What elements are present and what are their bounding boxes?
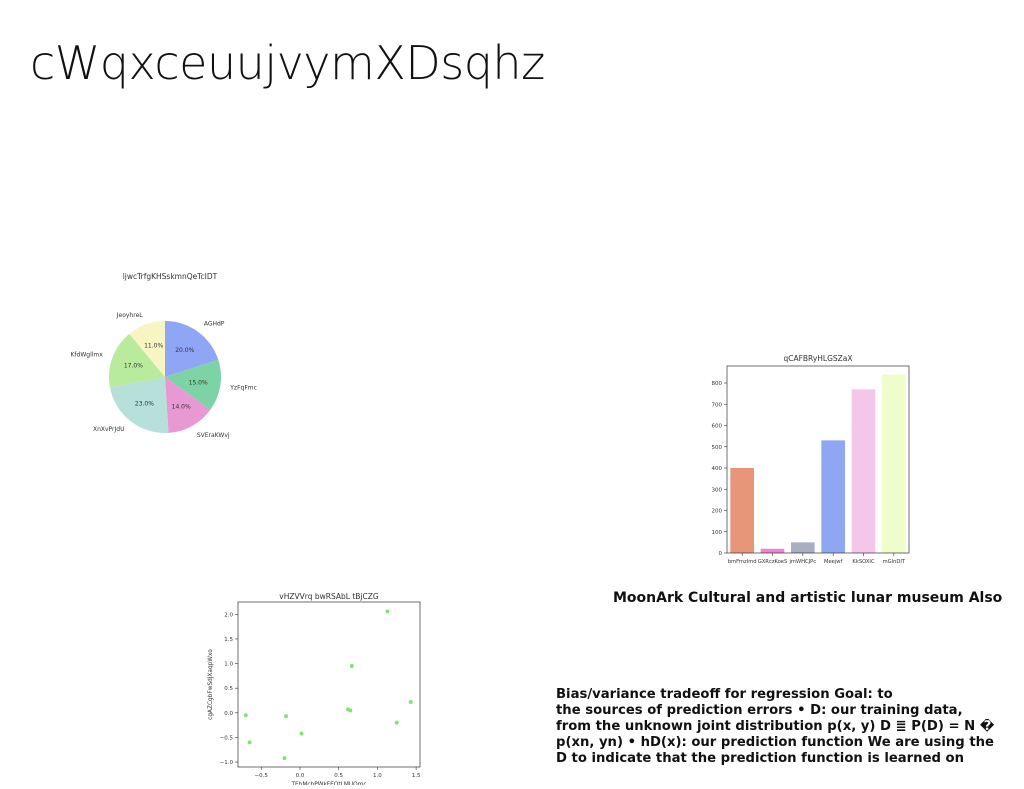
plot-frame — [726, 365, 910, 554]
pie-slice — [109, 333, 165, 388]
bar — [851, 389, 876, 553]
bar-chart-svg: qCAFBRyHLGSZaX 0 100 200 300 400 500 600 700 800 b… — [712, 354, 910, 565]
x-tick-label: −0.5 — [255, 773, 269, 779]
slide-caption: MoonArk Cultural and artistic lunar muse… — [613, 590, 1003, 606]
pie-slice — [165, 359, 221, 410]
scatter-point — [284, 714, 289, 719]
scatter-point — [243, 713, 248, 718]
pie-value-label: 15.0% — [189, 379, 208, 386]
chart-title: ljwcTrfgKHSskmnQeTcIDT — [123, 272, 218, 281]
x-tick-label: GXRczKoeS — [758, 559, 788, 565]
pie-value-label: 11.0% — [144, 342, 163, 349]
bar — [882, 374, 906, 553]
x-tick-label: mGlnDIT — [883, 559, 906, 565]
body-line: D to indicate that the prediction functi… — [556, 751, 964, 766]
x-tick-label: 1.0 — [373, 773, 382, 779]
plot-frame — [237, 601, 421, 768]
scatter-point — [282, 756, 287, 761]
body-text: Bias/variance tradeoff for regression Go… — [556, 687, 1022, 767]
y-axis-label: cgAZCgbFwSdjXaqpWxo — [208, 649, 214, 720]
x-tick-label: Meejwf — [824, 559, 843, 565]
y-tick-label: 2.0 — [224, 612, 233, 618]
pie-category-label: YzFqFmc — [229, 384, 257, 391]
y-tick-label: 200 — [712, 509, 723, 515]
scatter-point — [348, 708, 353, 713]
y-tick-label: −1.0 — [220, 760, 234, 766]
scatter-point — [385, 609, 390, 614]
y-tick-label: 0 — [719, 551, 723, 557]
pie-value-label: 23.0% — [135, 401, 154, 408]
y-tick-label: 400 — [712, 466, 723, 472]
pie-category-label: XnXvPrJdU — [93, 426, 125, 433]
x-axis-label: TEhMcbPWkFEOtLMUQmc — [290, 782, 366, 785]
pie-value-label: 17.0% — [124, 363, 143, 370]
y-tick-label: 1.0 — [224, 662, 233, 668]
x-tick-label: 0.5 — [334, 773, 343, 779]
body-line: Bias/variance tradeoff for regression Go… — [556, 687, 893, 702]
scatter-point — [299, 731, 304, 736]
scatter-chart: vHZVVrq bwRSAbL tBjCZG −0.5 0.0 0.5 1.0 1.5 −1… — [200, 590, 430, 788]
x-tick-label: 0.0 — [296, 773, 305, 779]
scatter-chart-svg: vHZVVrq bwRSAbL tBjCZG −0.5 0.0 0.5 1.0 1.5 −1… — [208, 592, 421, 788]
bar — [821, 440, 845, 553]
y-tick-label: 100 — [712, 530, 723, 536]
pie-chart-svg: ljwcTrfgKHSskmnQeTcIDT 20.0% AGHdP 15.0% YzF… — [70, 272, 257, 439]
scatter-point — [349, 664, 354, 669]
page-title: cWqxceuujvymXDsqhz — [30, 36, 545, 90]
pie-chart: ljwcTrfgKHSskmnQeTcIDT 20.0% AGHdP 15.0% YzF… — [70, 265, 270, 470]
body-line: from the unknown joint distribution p(x,… — [556, 719, 995, 734]
pie-category-label: SVEraKWvj — [197, 432, 230, 439]
body-line: p(xn, yn) • hD(x): our prediction functi… — [556, 735, 994, 750]
y-tick-label: 0.0 — [224, 711, 233, 717]
pie-value-label: 14.0% — [172, 403, 191, 410]
bar — [730, 468, 754, 553]
y-tick-label: 600 — [712, 424, 723, 430]
bar — [791, 542, 815, 553]
pie-slice — [129, 321, 165, 377]
pie-category-label: JeoyhreL — [116, 312, 144, 319]
y-tick-label: −0.5 — [220, 735, 234, 741]
chart-title: vHZVVrq bwRSAbL tBjCZG — [279, 592, 379, 601]
pie-category-label: KfdWgllmx — [70, 352, 103, 359]
pie-category-label: AGHdP — [204, 321, 225, 328]
chart-title: qCAFBRyHLGSZaX — [783, 354, 852, 363]
body-line: the sources of prediction errors • D: ou… — [556, 703, 963, 718]
y-tick-label: 1.5 — [224, 637, 233, 643]
bar-chart: qCAFBRyHLGSZaX 0 100 200 300 400 500 600 700 800 b… — [700, 350, 920, 570]
x-tick-label: bmFrnzImd — [728, 559, 757, 565]
x-tick-label: 1.5 — [412, 773, 421, 779]
pie-slice — [165, 321, 219, 377]
scatter-point — [394, 720, 399, 725]
y-tick-label: 300 — [712, 487, 723, 493]
scatter-point — [408, 699, 413, 704]
bar — [760, 548, 785, 553]
scatter-point — [247, 740, 252, 745]
y-tick-label: 700 — [712, 402, 723, 408]
pie-slice — [165, 377, 211, 433]
y-tick-label: 800 — [712, 381, 723, 387]
pie-slice — [109, 377, 169, 433]
pie-value-label: 20.0% — [175, 347, 194, 354]
x-tick-label: jmWHCJPc — [788, 559, 816, 565]
y-tick-label: 0.5 — [224, 686, 233, 692]
y-tick-label: 500 — [712, 445, 723, 451]
x-tick-label: KkSOXIC — [852, 559, 875, 565]
